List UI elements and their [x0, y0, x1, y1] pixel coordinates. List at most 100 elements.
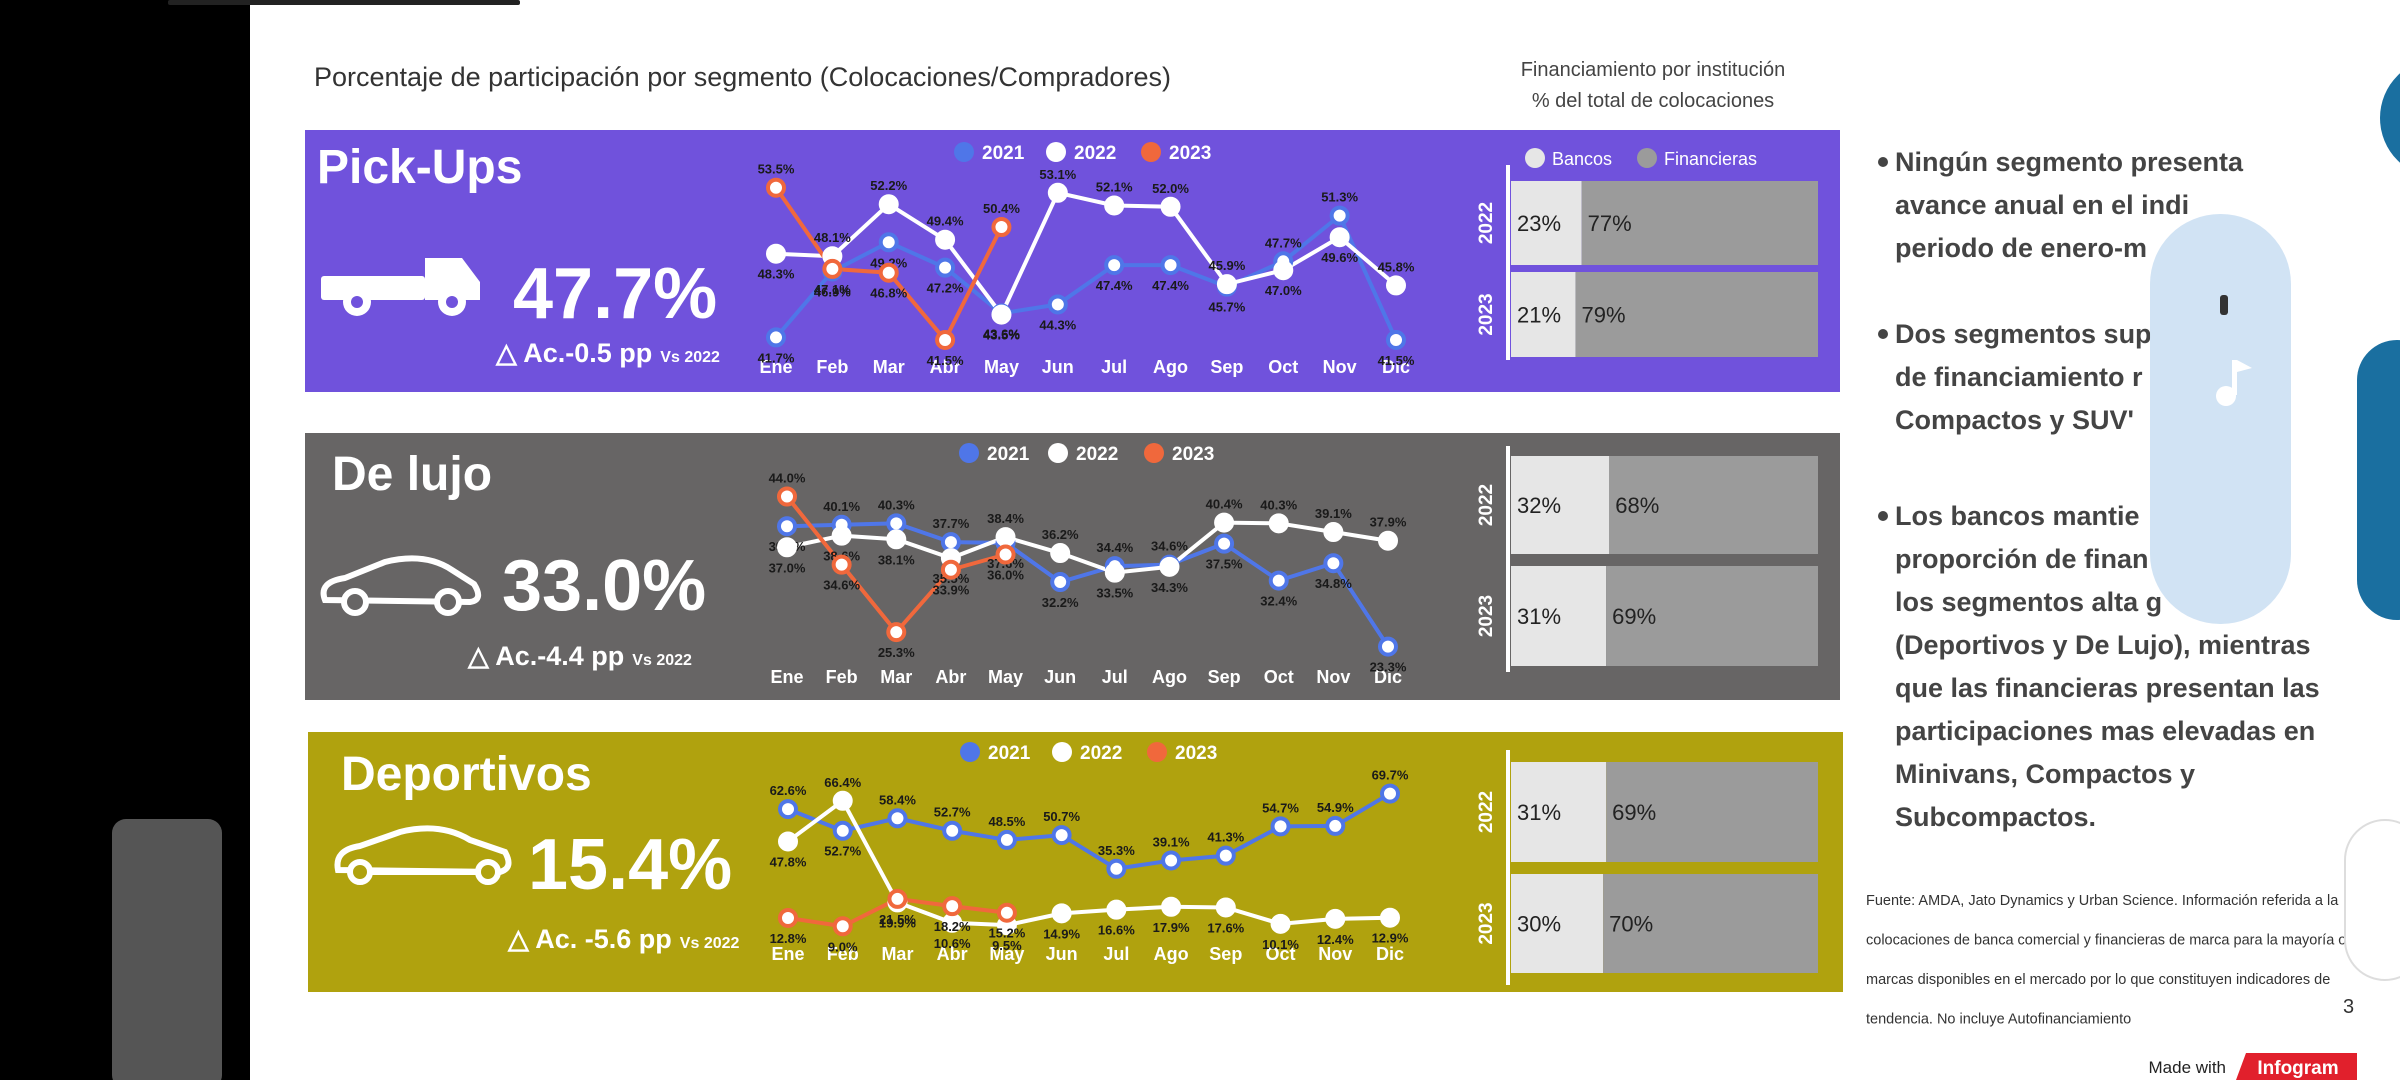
- point: [1160, 255, 1181, 276]
- point: [766, 327, 786, 348]
- overlay-control[interactable]: [2150, 214, 2291, 624]
- point: [777, 537, 797, 558]
- value-label: 45.9%: [1208, 258, 1245, 273]
- value-label: 41.5%: [927, 353, 964, 368]
- value-label: 58.4%: [879, 792, 916, 807]
- source-line: Fuente: AMDA, Jato Dynamics y Urban Scie…: [1866, 893, 2339, 909]
- value-label: 40.4%: [1206, 497, 1243, 512]
- delta-note: Vs 2022: [680, 935, 740, 952]
- point: [822, 258, 843, 279]
- value-label: 66.4%: [824, 775, 861, 790]
- point: [832, 790, 853, 811]
- value-label: 52.2%: [870, 178, 907, 193]
- value-label: 31%: [1517, 604, 1561, 629]
- value-label: 44.0%: [769, 471, 806, 486]
- value-label: 34.6%: [823, 578, 860, 593]
- legend-label: 2023: [1172, 444, 1214, 465]
- legend-swatch: [959, 443, 979, 463]
- point: [831, 554, 852, 575]
- value-label: 69%: [1612, 604, 1656, 629]
- source-line: colocaciones de banca comercial y financ…: [1866, 933, 2346, 949]
- point: [935, 229, 956, 250]
- side-button[interactable]: [2344, 819, 2400, 981]
- value-label: 34.3%: [1151, 580, 1188, 595]
- value-label: 54.7%: [1262, 800, 1299, 815]
- point: [1325, 815, 1346, 836]
- bullets: Ningún segmento presenta avance anual en …: [1866, 147, 2346, 1028]
- point: [1051, 825, 1072, 846]
- x-tick-label: Abr: [937, 944, 968, 964]
- value-label: 37.7%: [932, 516, 969, 531]
- side-button[interactable]: [2380, 58, 2400, 178]
- music-icon: [2216, 360, 2252, 406]
- source-line: tendencia. No incluye Autofinanciamiento: [1866, 1012, 2131, 1028]
- bar-segment: [1575, 272, 1818, 357]
- value-label: 41.7%: [758, 350, 795, 365]
- x-tick-label: Ago: [1153, 357, 1188, 377]
- value-label: 17.6%: [1207, 920, 1244, 935]
- point: [766, 243, 786, 264]
- truck-icon: [321, 258, 480, 316]
- kpi: 33.0%: [502, 546, 706, 626]
- value-label: 36.0%: [987, 568, 1024, 583]
- point: [1268, 570, 1289, 591]
- value-label: 41.5%: [1378, 353, 1415, 368]
- value-label: 39.1%: [1153, 834, 1190, 849]
- value-label: 69%: [1612, 800, 1656, 825]
- bar-segment: [1511, 566, 1607, 666]
- kpi: 47.7%: [513, 254, 717, 334]
- car-icon: [320, 555, 482, 616]
- point: [1047, 182, 1068, 203]
- value-label: 38.4%: [987, 511, 1024, 526]
- x-tick-label: Jul: [1102, 667, 1128, 687]
- bullet-line: Dos segmentos sup: [1895, 319, 2152, 349]
- bullet-line: Compactos y SUV': [1895, 405, 2134, 435]
- point: [777, 486, 797, 507]
- point: [886, 529, 907, 550]
- x-tick-label: Jun: [1044, 667, 1076, 687]
- value-label: 25.3%: [878, 645, 915, 660]
- legend-label: 2021: [987, 444, 1030, 465]
- bullet-line: los segmentos alta g: [1895, 587, 2162, 617]
- point: [1329, 205, 1350, 226]
- bar-segment: [1511, 762, 1607, 862]
- slide-title: Porcentaje de participación por segmento…: [314, 62, 1171, 92]
- bullet-line: de financiamiento r: [1895, 362, 2143, 392]
- value-label: 12.8%: [770, 931, 807, 946]
- delta: △ Ac. -5.6 pp: [507, 924, 672, 954]
- point: [1215, 897, 1236, 918]
- point: [832, 916, 853, 937]
- legend-swatch: [1147, 742, 1167, 762]
- value-label: 34.8%: [1315, 576, 1352, 591]
- point: [1159, 556, 1180, 577]
- point: [1214, 512, 1235, 533]
- segment-title: Pick-Ups: [317, 141, 522, 194]
- value-label: 9.5%: [992, 938, 1022, 953]
- value-label: 37.9%: [1370, 515, 1407, 530]
- x-tick-label: Sep: [1210, 357, 1243, 377]
- point: [778, 907, 798, 928]
- point: [1378, 530, 1398, 551]
- point: [1380, 783, 1400, 804]
- value-label: 39.1%: [1315, 506, 1352, 521]
- point: [778, 799, 798, 820]
- value-label: 31%: [1517, 800, 1561, 825]
- point: [995, 527, 1016, 548]
- point: [832, 820, 853, 841]
- point: [887, 808, 908, 829]
- x-tick-label: Jul: [1101, 357, 1127, 377]
- value-label: 47.7%: [1265, 235, 1302, 250]
- value-label: 52.0%: [1152, 181, 1189, 196]
- value-label: 50.4%: [983, 201, 1020, 216]
- side-button[interactable]: [2357, 340, 2400, 620]
- value-label: 19.9%: [879, 915, 916, 930]
- value-label: 48.1%: [814, 230, 851, 245]
- legend-label: 2022: [1080, 743, 1122, 764]
- y-tick-label: 2023: [1476, 293, 1497, 335]
- value-label: 54.9%: [1317, 800, 1354, 815]
- value-label: 53.1%: [1039, 167, 1076, 182]
- bullet-line: Subcompactos.: [1895, 802, 2096, 832]
- legend-label: 2021: [982, 143, 1025, 164]
- bar-segment: [1511, 456, 1610, 554]
- point: [1104, 562, 1125, 583]
